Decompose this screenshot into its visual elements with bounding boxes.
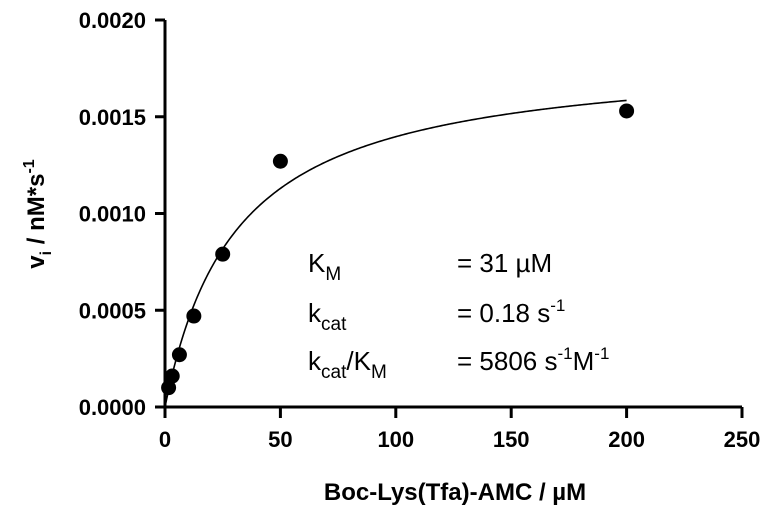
x-axis-title: Boc-Lys(Tfa)-AMC / µM — [324, 479, 586, 506]
y-tick-label: 0.0000 — [79, 395, 146, 420]
data-point — [215, 246, 231, 262]
y-axis-title: vi / nM*s-1 — [21, 159, 55, 268]
x-tick-label: 250 — [724, 427, 761, 452]
y-axis-title-sub: i — [38, 251, 55, 255]
data-point — [272, 153, 288, 169]
data-points — [161, 103, 635, 396]
annotation-km-label: KM — [308, 248, 341, 285]
x-axis-ticks: 0 50 100 150 200 250 — [159, 407, 760, 452]
data-point — [171, 347, 187, 363]
y-axis-title-sup: -1 — [21, 159, 38, 173]
data-point — [619, 103, 635, 119]
y-axis-ticks: 0.0000 0.0005 0.0010 0.0015 0.0020 — [79, 8, 165, 420]
annotation-kcat-value: = 0.18 s-1 — [457, 296, 565, 328]
y-axis-title-mid: / nM*s — [23, 174, 50, 251]
fit-curve — [164, 99, 627, 408]
x-tick-label: 200 — [608, 427, 645, 452]
y-tick-label: 0.0020 — [79, 8, 146, 33]
x-tick-label: 100 — [377, 427, 414, 452]
annotation-efficiency-value: = 5806 s-1M-1 — [457, 344, 609, 376]
y-tick-label: 0.0010 — [79, 202, 146, 227]
y-axis-title-v: v — [23, 255, 50, 269]
y-tick-label: 0.0015 — [79, 105, 146, 130]
x-tick-label: 150 — [493, 427, 530, 452]
annotation-kcat-label: kcat — [308, 298, 347, 335]
annotation-km-value: = 31 µM — [457, 248, 552, 278]
kinetic-annotations: KM = 31 µM kcat = 0.18 s-1 kcat/KM = 580… — [308, 248, 609, 383]
x-tick-label: 50 — [268, 427, 292, 452]
data-point — [161, 380, 177, 396]
x-tick-label: 0 — [159, 427, 171, 452]
y-tick-label: 0.0005 — [79, 298, 146, 323]
data-point — [164, 368, 180, 384]
data-point — [186, 308, 202, 324]
annotation-efficiency-label: kcat/KM — [308, 346, 387, 383]
